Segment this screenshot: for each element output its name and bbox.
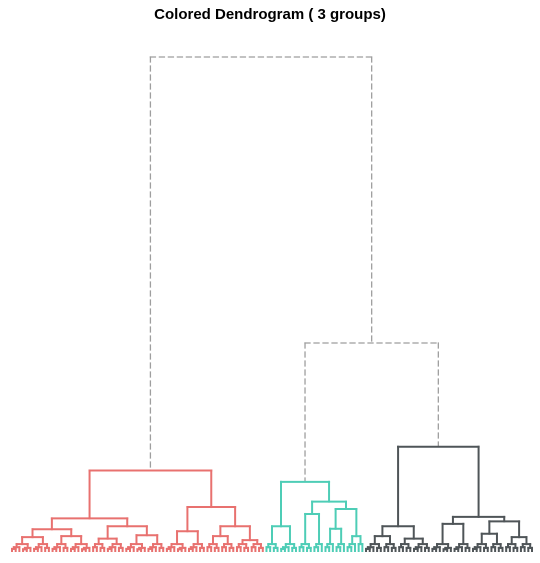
chart-title: Colored Dendrogram ( 3 groups): [154, 6, 386, 23]
